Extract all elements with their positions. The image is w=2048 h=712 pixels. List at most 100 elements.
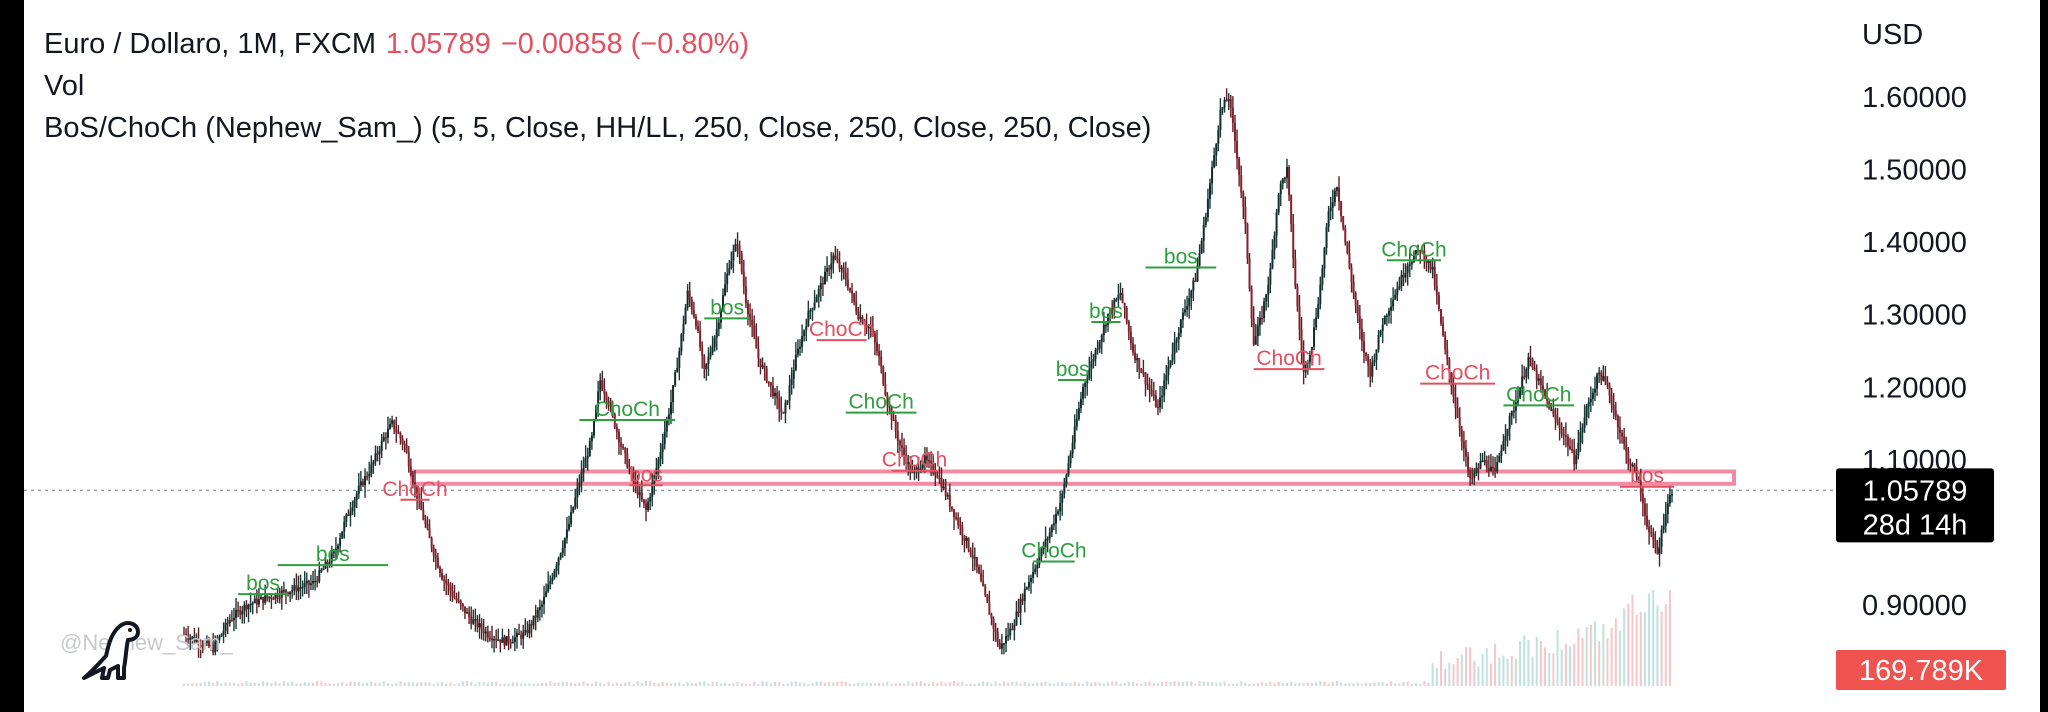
candle-body (397, 432, 400, 434)
volume-bar (411, 682, 414, 686)
candle-body (1362, 341, 1365, 353)
candle-body (1196, 265, 1199, 282)
candle-body (318, 570, 321, 582)
candle-body (364, 476, 367, 486)
candle-body (1129, 331, 1132, 344)
volume-bar (224, 682, 227, 686)
y-tick-label: 1.40000 (1862, 227, 1967, 259)
candle-body (1519, 388, 1522, 399)
volume-bar (1527, 640, 1530, 686)
volume-bar (1044, 681, 1047, 686)
volume-bar (424, 682, 427, 686)
volume-bar (1514, 658, 1517, 686)
candle-body (1175, 339, 1178, 343)
candle-body (946, 494, 949, 497)
candle-body (461, 603, 464, 607)
volume-bar (986, 681, 989, 686)
legend-indicator-row[interactable]: BoS/ChoCh (Nephew_Sam_) (5, 5, Close, HH… (44, 112, 1151, 145)
candle-body (792, 370, 795, 379)
candle-body (580, 472, 583, 483)
price-chart[interactable]: bos bos ChoCh ChoCh ChoCh bos bos ChoCh ChoCh Cho… (24, 0, 2040, 712)
candle-body (1104, 324, 1107, 327)
candle-body (805, 326, 808, 331)
candle-body (1558, 422, 1561, 429)
volume-bar (690, 683, 693, 686)
candle-body (713, 337, 716, 348)
symbol-title[interactable]: Euro / Dollaro, 1M, FXCM (44, 28, 376, 60)
volume-bar (1598, 641, 1601, 686)
candle-body (1477, 467, 1480, 470)
candle-body (1475, 467, 1478, 473)
candle-body (690, 299, 693, 310)
candle-body (1535, 370, 1538, 381)
candle-body (370, 464, 373, 474)
candle-body (1098, 341, 1101, 349)
volume-bar (1664, 604, 1667, 686)
legend-volume-row[interactable]: Vol (44, 70, 84, 103)
candle-body (457, 600, 460, 602)
volume-bar (1435, 668, 1438, 686)
legend-symbol-row: Euro / Dollaro, 1M, FXCM 1.05789 −0.00858 … (44, 28, 749, 61)
candle-body (420, 499, 423, 511)
volume-bar (1048, 682, 1051, 686)
candle-body (1096, 348, 1099, 351)
candle-body (359, 481, 362, 486)
candle-body (1427, 260, 1430, 263)
candle-body (1088, 369, 1091, 379)
volume-bar (228, 682, 231, 686)
candle-body (393, 420, 396, 430)
candle-body (1544, 389, 1547, 396)
candle-body (1452, 386, 1455, 397)
candle-body (763, 365, 766, 369)
volume-bar (807, 683, 810, 686)
candle-body (755, 336, 758, 349)
candle-body (395, 429, 398, 433)
candle-body (973, 557, 976, 559)
candle-body (1585, 406, 1588, 418)
candle-body (688, 290, 691, 300)
volume-bar (1181, 682, 1184, 686)
candle-body (1288, 167, 1291, 196)
volume-bar (1489, 663, 1492, 686)
candle-body (1381, 324, 1384, 331)
candle-body (767, 381, 770, 383)
volume-bar (719, 683, 722, 686)
candle-body (1494, 467, 1497, 472)
candle-body (251, 603, 254, 605)
volume-bar (1277, 681, 1280, 686)
candle-body (1467, 456, 1470, 471)
volume-bar (1510, 655, 1513, 686)
candle-body (617, 431, 620, 443)
candle-body (1660, 529, 1663, 547)
candle-body (940, 478, 943, 489)
candle-body (1025, 587, 1028, 590)
volume-bar (1539, 640, 1542, 686)
candle-body (226, 622, 229, 625)
candle-body (595, 406, 598, 420)
candle-body (1046, 538, 1049, 540)
volume-bar (432, 683, 435, 686)
volume-bar (1019, 683, 1022, 686)
candle-body (932, 463, 935, 473)
indicator-label[interactable]: BoS/ChoCh (Nephew_Sam_) (5, 5, Close, HH… (44, 112, 1152, 144)
candle-body (1521, 376, 1524, 389)
volume-bar (703, 681, 706, 686)
candle-body (255, 598, 258, 605)
candle-body (484, 631, 487, 634)
candle-body (959, 524, 962, 527)
volume-bar (528, 683, 531, 686)
volume-bar (840, 681, 843, 686)
candle-body (984, 586, 987, 595)
volume-bar (1668, 590, 1671, 686)
volume-bar (291, 681, 294, 686)
volume-bar (1036, 682, 1039, 686)
volume-bar (903, 683, 906, 686)
volume-indicator-label[interactable]: Vol (44, 70, 85, 102)
candle-body (1015, 611, 1018, 625)
candle-body (982, 580, 985, 587)
candle-body (1125, 307, 1128, 322)
candle-body (1358, 315, 1361, 329)
volume-bar (461, 681, 464, 686)
candle-body (366, 476, 369, 478)
candle-body (357, 485, 360, 494)
